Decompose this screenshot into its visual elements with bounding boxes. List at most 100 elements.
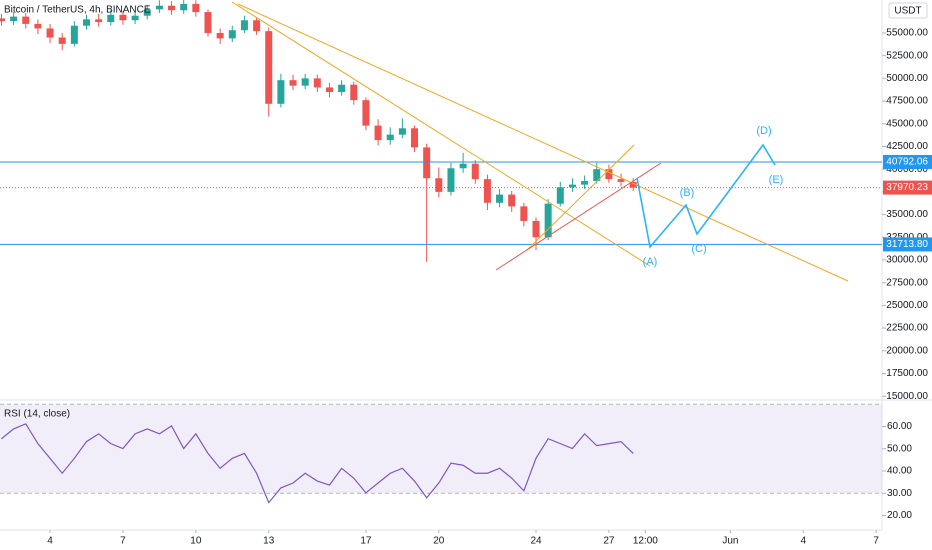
candle-body [253,20,261,32]
candle-body [581,180,589,185]
y-tick-label: 25000.00 [886,300,928,311]
y-tick-label: 35000.00 [886,209,928,220]
currency: USDT [894,6,921,17]
price-level-label: 37970.23 [886,182,928,193]
candle-body [58,37,66,44]
candle-body [593,169,601,181]
candle-body [143,9,151,16]
candle-body [277,80,285,104]
candle-body [119,14,127,21]
candle-body [532,220,540,238]
trendline [526,144,635,251]
candle-body [192,3,200,13]
wave-label: (B) [680,187,695,199]
candle-body [447,168,455,192]
candle-body [508,194,516,207]
y-tick-label: 27500.00 [886,277,928,288]
candle-body [386,134,394,141]
y-tick-label: 45000.00 [886,118,928,129]
candle-body [168,5,176,11]
candle-body [240,20,248,31]
candle-body [46,28,54,38]
wave-path [636,143,776,249]
candle-body [411,128,419,148]
x-tick-label: 4 [800,536,806,547]
candle-body [398,128,406,135]
candle-body [362,100,370,126]
x-tick-label: 27 [603,536,615,547]
candle-body [107,14,115,23]
candle-body [350,84,358,101]
x-tick-label: 10 [190,536,202,547]
candle-body [155,5,163,10]
y-tick-label: 20000.00 [886,345,928,356]
candle-body [34,23,42,29]
y-tick-label: 42500.00 [886,141,928,152]
price-level-box [883,237,932,252]
y-tick-label: 20.00 [887,510,912,521]
wave-label: (A) [643,256,658,268]
candle-body [338,84,346,92]
candle-body [70,25,78,44]
candle-body [629,181,637,188]
y-tick-label: 60.00 [887,421,912,432]
y-tick-label: 30000.00 [886,255,928,266]
candle-body [423,147,431,179]
candle-body [544,203,552,238]
y-tick-label: 22500.00 [886,323,928,334]
x-tick-label: 13 [263,536,275,547]
y-tick-label: 52500.00 [886,50,928,61]
wave-label: (E) [769,174,784,186]
candle-body [496,194,504,203]
candle-body [374,125,382,141]
y-tick-label: 50000.00 [886,73,928,84]
y-tick-label: 15000.00 [886,391,928,402]
price-pane: 15000.00 17500.00 20000.00 22500.00 25000.00… [0,0,932,402]
x-tick-label: 17 [360,536,372,547]
price-level-label: 31713.80 [886,239,928,250]
candle-body [435,178,443,192]
y-tick-label: 47500.00 [886,96,928,107]
candle-body [605,169,613,180]
trendline [231,1,651,267]
price-level-label: 40792.06 [886,157,928,168]
x-tick-label: 4 [47,536,53,547]
candle-body [520,206,528,221]
candle-body [617,179,625,182]
rsi-pane: 20.00 30.00 40.00 50.00 60.00 4 7 10 13 17 20 24 27 1… [0,403,912,547]
candle-body [556,187,564,204]
wave-label: (C) [691,243,706,255]
candle-body [483,179,491,203]
candle-body [313,78,321,88]
rsi-title: RSI (14, close) [4,409,70,420]
candle-body [289,80,297,86]
candle-body [301,78,309,86]
y-tick-label: 40000.00 [886,164,928,175]
x-tick-label: Jun [722,536,738,547]
candle-body [228,30,236,39]
trendline [237,3,849,282]
x-tick-label: 7 [873,536,879,547]
x-tick-label: 12:00 [633,536,658,547]
candle-body [22,16,30,24]
candle-body [568,184,576,188]
x-tick-label: 20 [433,536,445,547]
candle-body [325,87,333,92]
x-tick-label: 7 [120,536,126,547]
price-level-box [883,154,932,169]
trendlines [231,1,849,282]
trendline [495,162,662,271]
candle-body [95,19,103,23]
y-tick-label: 55000.00 [886,28,928,39]
price-level-box [883,180,932,195]
y-tick-label: 30.00 [887,488,912,499]
candle-body [180,3,188,11]
y-tick-label: 40.00 [887,466,912,477]
candle-body [459,163,467,169]
wave-label: (D) [756,125,771,137]
candle-body [82,19,90,26]
candle-body [265,31,273,104]
symbol-title: Bitcoin / TetherUS, 4h, BINANCE [4,5,151,16]
rsi-line [1,423,634,504]
